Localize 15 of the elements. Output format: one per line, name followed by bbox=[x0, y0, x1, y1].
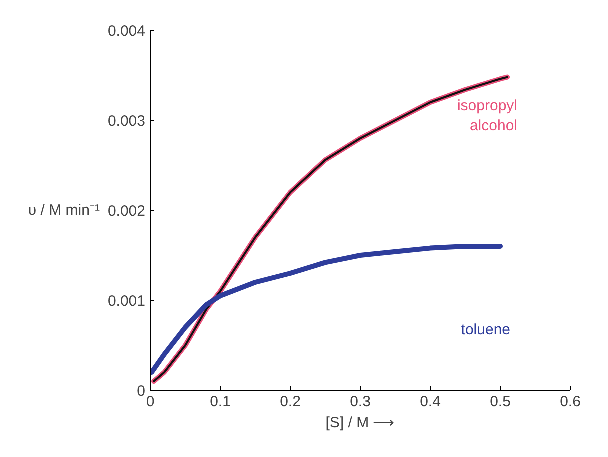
x-axis-title: [S] / M ⟶ bbox=[326, 414, 396, 432]
x-tick-label: 0.3 bbox=[350, 394, 371, 410]
x-tick-label: 0.5 bbox=[490, 394, 511, 410]
y-tick-label: 0.002 bbox=[108, 203, 146, 220]
x-tick-label: 0.1 bbox=[210, 394, 231, 410]
series-label: isopropyl alcohol bbox=[457, 97, 518, 135]
y-tick-label: 0.004 bbox=[108, 23, 146, 40]
x-tick-label: 0.4 bbox=[420, 394, 441, 410]
x-tick-label: 0.2 bbox=[280, 394, 301, 410]
y-tick-label: 0 bbox=[137, 383, 146, 400]
y-axis-title: υ / M min⁻¹ bbox=[28, 202, 100, 219]
x-tick-label: 0.6 bbox=[560, 394, 581, 410]
y-tick-label: 0.003 bbox=[108, 113, 146, 130]
y-tick-label: 0.001 bbox=[108, 293, 146, 310]
text: toluene bbox=[461, 322, 511, 338]
